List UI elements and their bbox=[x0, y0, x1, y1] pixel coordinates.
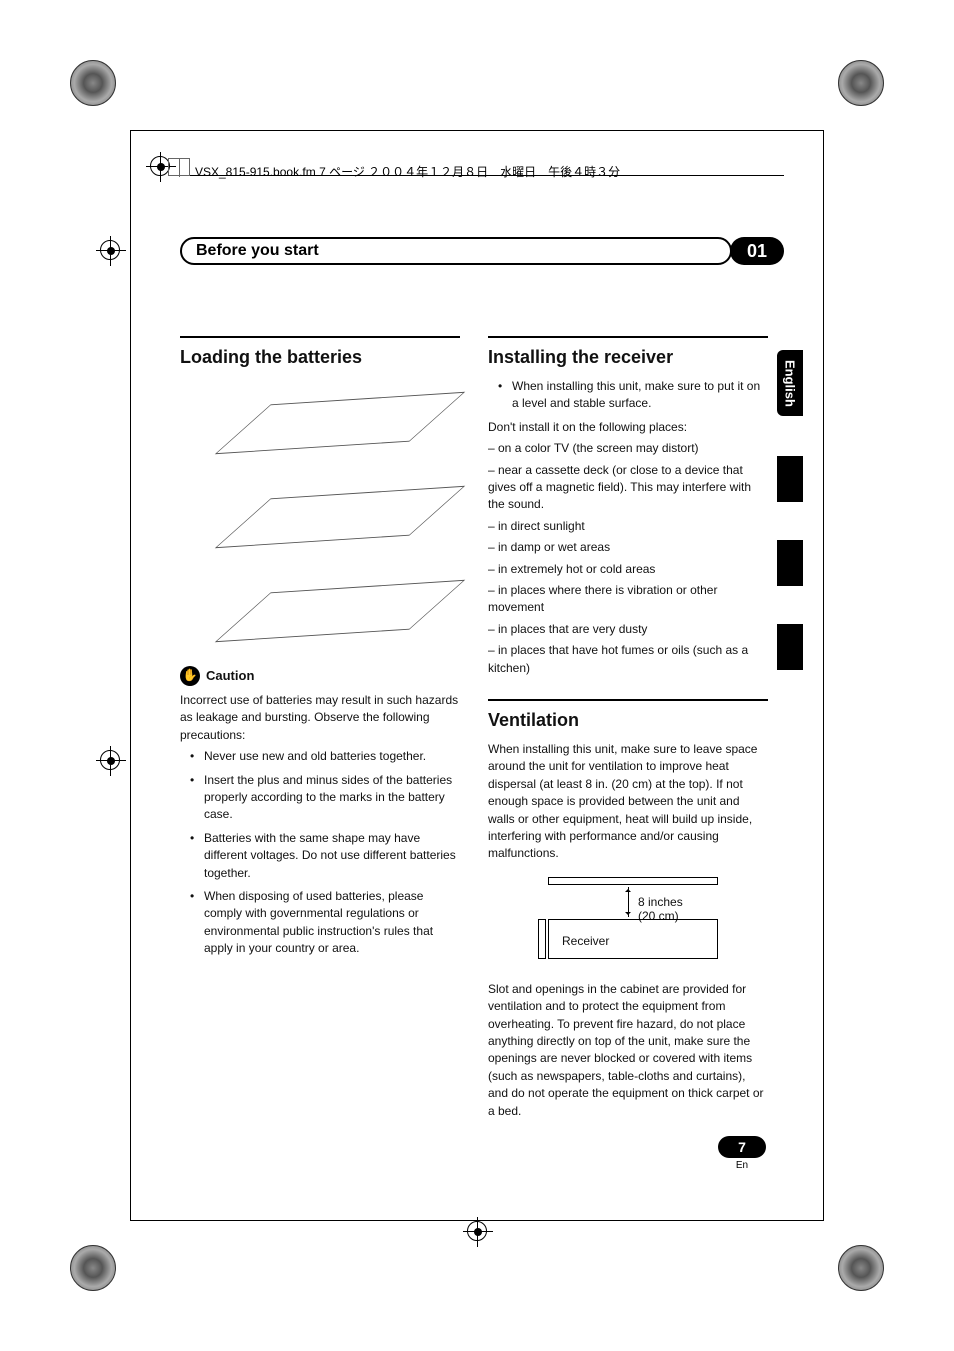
caution-list: Never use new and old batteries together… bbox=[180, 748, 460, 957]
frame-left bbox=[130, 130, 131, 1221]
list-item: Insert the plus and minus sides of the b… bbox=[194, 772, 460, 824]
dim-inches: 8 inches bbox=[638, 895, 683, 909]
content-area: Loading the batteries ✋ Caution Incorrec… bbox=[180, 336, 770, 1124]
list-item: Never use new and old batteries together… bbox=[194, 748, 460, 765]
section-rule bbox=[488, 336, 768, 338]
install-line: – on a color TV (the screen may distort) bbox=[488, 440, 768, 457]
reg-mark-center bbox=[467, 1221, 487, 1241]
section-rule bbox=[488, 699, 768, 701]
reg-mark bbox=[100, 750, 120, 770]
corner-mark-br bbox=[838, 1245, 884, 1291]
install-line: – in places that are very dusty bbox=[488, 621, 768, 638]
install-line: – in places that have hot fumes or oils … bbox=[488, 642, 768, 677]
diagram-receiver-label: Receiver bbox=[562, 933, 609, 950]
reg-mark bbox=[150, 156, 170, 176]
corner-mark-bl bbox=[70, 1245, 116, 1291]
corner-mark-tl bbox=[70, 60, 116, 106]
install-line: – in damp or wet areas bbox=[488, 539, 768, 556]
side-tab-marker bbox=[777, 456, 803, 502]
book-icon bbox=[168, 158, 190, 176]
frame-top bbox=[130, 130, 824, 131]
battery-illustration-3 bbox=[220, 566, 420, 654]
chapter-bar: Before you start 01 bbox=[180, 237, 784, 265]
list-item: When installing this unit, make sure to … bbox=[502, 378, 768, 413]
left-column: Loading the batteries ✋ Caution Incorrec… bbox=[180, 336, 460, 1124]
ventilation-p2: Slot and openings in the cabinet are pro… bbox=[488, 981, 768, 1120]
ventilation-p1: When installing this unit, make sure to … bbox=[488, 741, 768, 863]
language-tab: English bbox=[777, 350, 803, 416]
battery-illustration-1 bbox=[220, 378, 420, 466]
install-intro: Don't install it on the following places… bbox=[488, 419, 768, 436]
chapter-number: 01 bbox=[730, 237, 784, 265]
install-line: – in places where there is vibration or … bbox=[488, 582, 768, 617]
heading-batteries: Loading the batteries bbox=[180, 344, 460, 370]
install-line: – in direct sunlight bbox=[488, 518, 768, 535]
chapter-title: Before you start bbox=[180, 237, 732, 265]
diagram-shelf bbox=[548, 877, 718, 885]
install-bullet-list: When installing this unit, make sure to … bbox=[488, 378, 768, 413]
page-number: 7 bbox=[718, 1136, 766, 1158]
side-tab-marker bbox=[777, 624, 803, 670]
side-tab-marker bbox=[777, 540, 803, 586]
heading-ventilation: Ventilation bbox=[488, 707, 768, 733]
list-item: When disposing of used batteries, please… bbox=[194, 888, 460, 958]
page-footer: 7 En bbox=[718, 1136, 766, 1171]
diagram-side bbox=[538, 919, 546, 959]
caution-hand-icon: ✋ bbox=[180, 666, 200, 686]
diagram-arrow bbox=[628, 887, 629, 917]
file-header: VSX_815-915.book.fm 7 ページ ２００４年１２月８日 水曜日… bbox=[195, 163, 620, 180]
section-rule bbox=[180, 336, 460, 338]
caution-label: Caution bbox=[206, 667, 254, 686]
install-line: – near a cassette deck (or close to a de… bbox=[488, 462, 768, 514]
frame-right bbox=[823, 130, 824, 1221]
list-item: Batteries with the same shape may have d… bbox=[194, 830, 460, 882]
heading-install: Installing the receiver bbox=[488, 344, 768, 370]
caution-heading: ✋ Caution bbox=[180, 666, 460, 686]
caution-intro: Incorrect use of batteries may result in… bbox=[180, 692, 460, 744]
ventilation-diagram: 8 inches (20 cm) Receiver bbox=[528, 873, 728, 967]
corner-mark-tr bbox=[838, 60, 884, 106]
battery-illustration-2 bbox=[220, 472, 420, 560]
reg-mark bbox=[100, 240, 120, 260]
page-lang-code: En bbox=[718, 1160, 766, 1171]
right-column: Installing the receiver When installing … bbox=[488, 336, 768, 1124]
install-line: – in extremely hot or cold areas bbox=[488, 561, 768, 578]
